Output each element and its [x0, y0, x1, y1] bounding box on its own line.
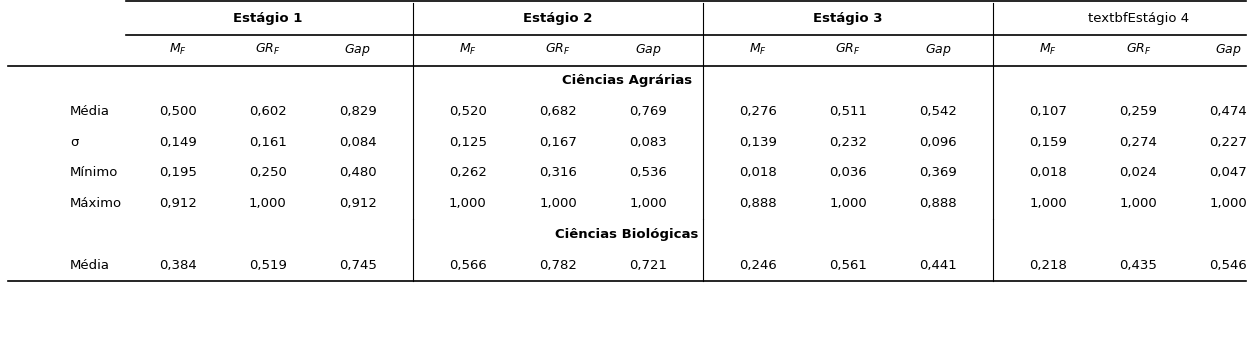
Text: 0,018: 0,018 — [1030, 167, 1067, 179]
Text: 0,369: 0,369 — [919, 167, 957, 179]
Text: Estágio 3: Estágio 3 — [814, 12, 883, 25]
Text: $M_{F}$: $M_{F}$ — [169, 42, 187, 57]
Text: 0,083: 0,083 — [630, 136, 667, 149]
Text: 0,227: 0,227 — [1209, 136, 1248, 149]
Text: 0,232: 0,232 — [829, 136, 867, 149]
Text: 0,274: 0,274 — [1120, 136, 1157, 149]
Text: 0,047: 0,047 — [1209, 167, 1248, 179]
Text: Ciências Agrárias: Ciências Agrárias — [562, 74, 692, 87]
Text: 1,000: 1,000 — [630, 197, 667, 210]
Text: 0,218: 0,218 — [1030, 259, 1067, 272]
Text: 0,546: 0,546 — [1209, 259, 1248, 272]
Text: 0,159: 0,159 — [1030, 136, 1067, 149]
Text: 0,096: 0,096 — [919, 136, 957, 149]
Text: Média: Média — [70, 105, 110, 118]
Text: $M_{F}$: $M_{F}$ — [1040, 42, 1057, 57]
Text: 0,024: 0,024 — [1120, 167, 1157, 179]
Text: σ: σ — [70, 136, 79, 149]
Text: 0,536: 0,536 — [630, 167, 667, 179]
Text: 1,000: 1,000 — [539, 197, 577, 210]
Text: 0,384: 0,384 — [159, 259, 197, 272]
Text: 0,259: 0,259 — [1120, 105, 1157, 118]
Text: 0,561: 0,561 — [829, 259, 867, 272]
Text: $M_{F}$: $M_{F}$ — [749, 42, 767, 57]
Text: 0,139: 0,139 — [739, 136, 777, 149]
Text: 0,912: 0,912 — [339, 197, 376, 210]
Text: 1,000: 1,000 — [248, 197, 287, 210]
Text: 0,316: 0,316 — [539, 167, 577, 179]
Text: $Gap$: $Gap$ — [635, 42, 661, 58]
Text: $GR_{F}$: $GR_{F}$ — [255, 42, 281, 57]
Text: Ciências Biológicas: Ciências Biológicas — [556, 228, 698, 241]
Text: $GR_{F}$: $GR_{F}$ — [545, 42, 571, 57]
Text: 0,782: 0,782 — [539, 259, 577, 272]
Text: 0,520: 0,520 — [449, 105, 487, 118]
Text: 0,500: 0,500 — [159, 105, 197, 118]
Text: 0,542: 0,542 — [919, 105, 957, 118]
Text: $Gap$: $Gap$ — [345, 42, 371, 58]
Text: 0,602: 0,602 — [248, 105, 287, 118]
Text: 0,276: 0,276 — [739, 105, 777, 118]
Text: 0,107: 0,107 — [1030, 105, 1067, 118]
Text: 0,474: 0,474 — [1209, 105, 1248, 118]
Text: 0,721: 0,721 — [630, 259, 667, 272]
Text: 0,480: 0,480 — [339, 167, 376, 179]
Text: 1,000: 1,000 — [449, 197, 487, 210]
Text: 1,000: 1,000 — [1120, 197, 1157, 210]
Text: 0,511: 0,511 — [829, 105, 867, 118]
Text: 0,125: 0,125 — [449, 136, 487, 149]
Text: Máximo: Máximo — [70, 197, 123, 210]
Text: 0,036: 0,036 — [829, 167, 867, 179]
Text: 0,769: 0,769 — [630, 105, 667, 118]
Text: 0,912: 0,912 — [159, 197, 197, 210]
Text: 0,018: 0,018 — [739, 167, 777, 179]
Text: 0,084: 0,084 — [339, 136, 376, 149]
Text: 0,167: 0,167 — [539, 136, 577, 149]
Text: 1,000: 1,000 — [1209, 197, 1248, 210]
Text: 0,149: 0,149 — [159, 136, 197, 149]
Text: Estágio 1: Estágio 1 — [233, 12, 302, 25]
Text: $M_{F}$: $M_{F}$ — [459, 42, 477, 57]
Text: 0,161: 0,161 — [248, 136, 287, 149]
Text: Estágio 2: Estágio 2 — [523, 12, 593, 25]
Text: $GR_{F}$: $GR_{F}$ — [835, 42, 860, 57]
Text: 0,250: 0,250 — [248, 167, 287, 179]
Text: 0,519: 0,519 — [248, 259, 287, 272]
Text: 1,000: 1,000 — [1030, 197, 1067, 210]
Text: textbfEstágio 4: textbfEstágio 4 — [1087, 12, 1189, 25]
Text: 0,745: 0,745 — [339, 259, 376, 272]
Text: 0,888: 0,888 — [919, 197, 957, 210]
Text: $GR_{F}$: $GR_{F}$ — [1126, 42, 1151, 57]
Text: Mínimo: Mínimo — [70, 167, 119, 179]
Text: 0,682: 0,682 — [539, 105, 577, 118]
Text: 0,435: 0,435 — [1120, 259, 1157, 272]
Text: 0,262: 0,262 — [449, 167, 487, 179]
Text: Média: Média — [70, 259, 110, 272]
Text: 0,195: 0,195 — [159, 167, 197, 179]
Text: $Gap$: $Gap$ — [924, 42, 952, 58]
Text: 0,829: 0,829 — [339, 105, 376, 118]
Text: 0,441: 0,441 — [919, 259, 957, 272]
Text: 0,246: 0,246 — [739, 259, 777, 272]
Text: 0,566: 0,566 — [449, 259, 487, 272]
Text: 0,888: 0,888 — [740, 197, 777, 210]
Text: 1,000: 1,000 — [829, 197, 867, 210]
Text: $Gap$: $Gap$ — [1215, 42, 1241, 58]
